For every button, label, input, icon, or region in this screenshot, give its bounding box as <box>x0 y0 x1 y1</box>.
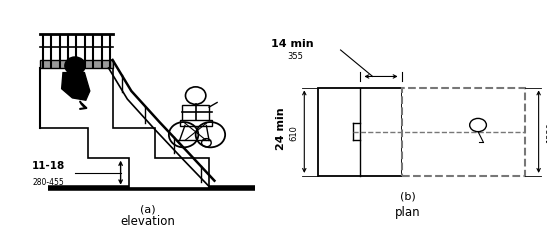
Bar <box>40 61 113 69</box>
Text: 610: 610 <box>289 124 298 140</box>
Text: 24 min: 24 min <box>276 106 286 149</box>
Text: elevation: elevation <box>120 215 175 227</box>
Text: 355: 355 <box>288 52 304 61</box>
Text: (a): (a) <box>139 203 155 213</box>
Text: 1220: 1220 <box>546 122 547 142</box>
Bar <box>179 120 212 126</box>
Text: plan: plan <box>395 205 420 218</box>
Polygon shape <box>40 69 209 188</box>
Text: (b): (b) <box>400 191 415 201</box>
Text: 11-18: 11-18 <box>32 161 66 171</box>
Polygon shape <box>62 73 90 101</box>
Circle shape <box>65 58 85 75</box>
Text: 280-455: 280-455 <box>32 177 64 186</box>
Bar <box>318 88 402 176</box>
Text: 14 min: 14 min <box>271 39 313 49</box>
Bar <box>402 88 525 176</box>
